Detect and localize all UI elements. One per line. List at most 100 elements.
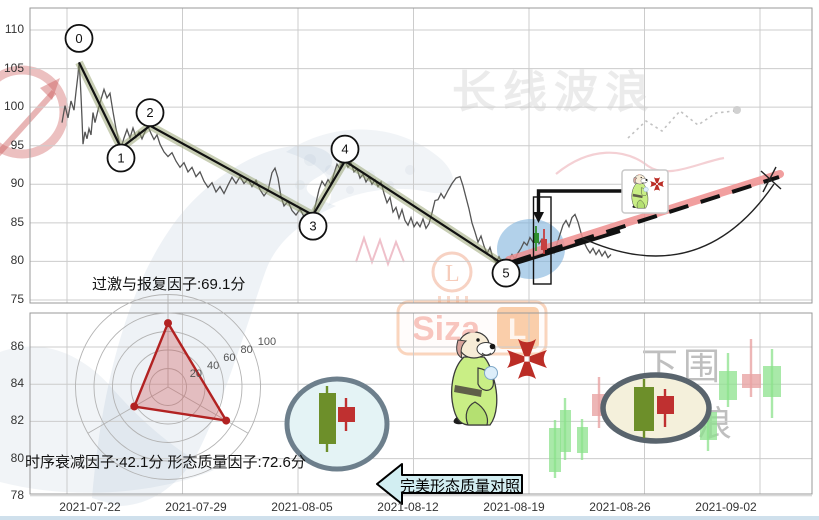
wave-foam — [405, 165, 415, 175]
y-tick-top: 75 — [10, 292, 24, 306]
wave-foam — [304, 154, 316, 166]
dog-mascot-mini — [631, 173, 649, 210]
y-tick-bottom: 80 — [10, 450, 24, 465]
wave-point-number: 0 — [75, 31, 82, 46]
x-tick-date: 2021-08-12 — [377, 500, 439, 514]
trend-solid-line — [505, 229, 621, 268]
brand-logo-tick — [456, 296, 459, 303]
radar-spoke — [87, 386, 169, 434]
brand-logo-ring — [431, 251, 473, 293]
y-tick-top: 80 — [10, 253, 24, 268]
x-tick-date: 2021-08-26 — [589, 500, 651, 514]
banner-arrow — [376, 463, 523, 505]
brand-logo-tick — [438, 296, 441, 303]
pink-sketch-zigzag — [355, 234, 405, 268]
end-marker — [762, 166, 777, 193]
top-factor-annotation: 过激与报复因子:69.1分 — [92, 276, 246, 293]
wave-point-circle — [330, 134, 360, 164]
callout-elbow-arrow — [536, 189, 622, 213]
x-tick-date: 2021-07-29 — [165, 500, 227, 514]
wave-art-crest — [286, 129, 454, 206]
red-stamp-arrow — [0, 89, 57, 157]
wave-point-circle — [106, 143, 136, 173]
candle-green — [577, 427, 588, 453]
end-marker — [760, 170, 782, 190]
bottom-factors-annotation: 时序衰减因子:42.1分 形态质量因子:72.6分 — [25, 454, 306, 471]
bottom-strip — [0, 516, 819, 520]
brand-logo-tick — [465, 296, 468, 303]
y-tick-top: 85 — [10, 214, 24, 229]
projection-arc — [581, 183, 775, 257]
wave-foam — [346, 186, 354, 194]
candle-green — [763, 366, 781, 397]
top-plot-border — [29, 7, 813, 304]
gray-sketch-dot — [733, 106, 741, 114]
y-tick-top: 95 — [10, 137, 24, 152]
wave-point-circle — [64, 24, 94, 53]
x-tick-date: 2021-08-19 — [483, 500, 545, 514]
wave-zigzag — [78, 61, 507, 268]
data-layer: 0 1 2 3 4 5 20 40 60 80 100 — [61, 24, 784, 505]
radar-ring-label: 80 — [241, 344, 253, 356]
trend-dashed-projection — [511, 175, 780, 264]
wave-point-number: 1 — [117, 151, 124, 166]
wave-point-circle — [135, 98, 165, 128]
candle-green — [719, 371, 737, 400]
radar-vertex-dot — [130, 402, 139, 411]
callout-arrowhead — [533, 212, 544, 223]
wave-point-circle — [491, 258, 521, 288]
x-tick-date: 2021-07-22 — [59, 500, 121, 514]
highlight-rect — [532, 196, 552, 285]
candle-green — [560, 410, 571, 452]
radar-polygon — [132, 320, 229, 423]
radar-vertex-dot — [222, 416, 231, 425]
radar-ring-label: 60 — [223, 352, 235, 364]
dog-mascot-large — [451, 329, 499, 428]
radar-ring-label: 20 — [190, 368, 202, 380]
x-tick-date: 2021-08-05 — [271, 500, 333, 514]
wave-point-circle — [298, 211, 328, 241]
wave-point-number: 2 — [146, 105, 153, 120]
trend-pink-band — [505, 170, 784, 264]
mini-candle-red — [541, 239, 547, 250]
pink-sketch-curve — [555, 151, 725, 175]
y-tick-bottom: 78 — [10, 487, 24, 502]
wave-foam — [325, 165, 335, 175]
radar-ring-label: 40 — [207, 360, 219, 372]
y-tick-top: 105 — [3, 60, 24, 75]
gray-sketch-line — [627, 109, 735, 139]
brand-logo-letter: L — [445, 261, 460, 287]
candle-green — [319, 393, 336, 444]
wave-point-number: 3 — [309, 219, 316, 234]
wave-point-number: 4 — [341, 142, 348, 157]
wave-art-curl — [92, 145, 336, 507]
y-tick-top: 100 — [3, 99, 24, 114]
pattern-badge-1 — [284, 376, 390, 472]
y-tick-bottom: 82 — [10, 413, 24, 428]
candle-red — [742, 374, 761, 388]
banner-label: 完美形态质量对照 — [399, 478, 520, 495]
watermark-main: 长线波浪 — [452, 68, 656, 117]
candle-red — [338, 407, 355, 422]
radar-vertex-dot — [164, 319, 172, 328]
y-tick-bottom: 84 — [10, 376, 24, 391]
brand-badge-letter: L — [508, 313, 526, 346]
y-tick-top: 110 — [4, 22, 24, 36]
pattern-badge-2 — [600, 372, 712, 444]
mini-candle-green — [533, 233, 539, 243]
candle-green — [549, 428, 561, 472]
y-tick-bottom: 86 — [10, 339, 24, 353]
radar-ring-label: 100 — [258, 336, 276, 348]
candle-red — [657, 396, 674, 414]
wave-point-number: 5 — [502, 266, 509, 281]
candle-green — [634, 387, 654, 431]
radar-spoke — [167, 386, 249, 434]
wave-art-sea — [0, 346, 214, 493]
wave-foam — [295, 180, 305, 190]
red-stamp-arrowhead — [40, 78, 60, 100]
x-tick-date: 2021-09-02 — [695, 500, 757, 514]
y-tick-top: 90 — [10, 176, 24, 191]
brand-logo-tick — [447, 296, 450, 303]
